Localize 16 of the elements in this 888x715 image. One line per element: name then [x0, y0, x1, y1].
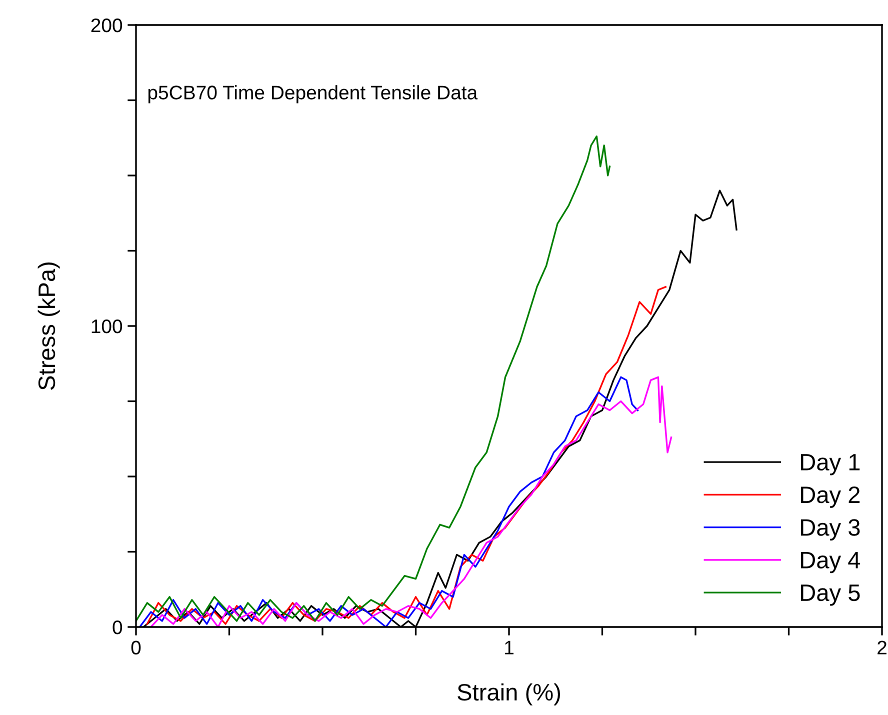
y-tick-label: 100: [92, 319, 122, 334]
legend-label: Day 2: [801, 486, 860, 508]
legend-label: Day 1: [801, 454, 860, 476]
legend-label: Day 3: [801, 519, 860, 540]
y-axis-title: Stress (kPa): [38, 262, 60, 390]
line-series: [136, 136, 611, 622]
x-axis-title: Strain (%): [458, 683, 560, 706]
legend-label: Day 5: [801, 584, 860, 606]
annotation: p5CB70 Time Dependent Tensile Data: [148, 85, 478, 104]
legend-label: Day 4: [801, 552, 860, 574]
y-tick-label: 200: [91, 18, 122, 32]
line-series: [146, 286, 666, 625]
x-tick-label: 1: [505, 640, 514, 654]
x-tick-label: 2: [878, 640, 886, 654]
x-tick-label: 0: [131, 640, 141, 654]
y-tick-label: 0: [112, 620, 122, 634]
